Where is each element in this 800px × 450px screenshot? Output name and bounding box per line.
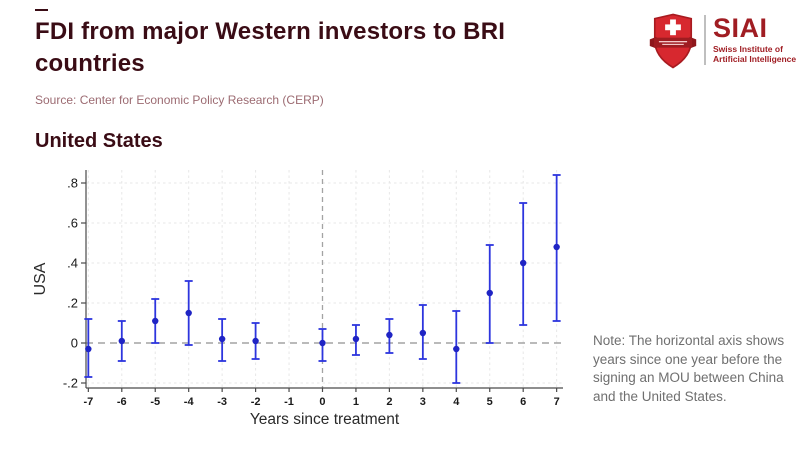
x-tick-label: -6 <box>117 396 127 408</box>
x-axis-title: Years since treatment <box>250 411 400 428</box>
x-tick-label: -1 <box>284 396 294 408</box>
x-tick-label: -7 <box>83 396 93 408</box>
x-tick-label: -3 <box>217 396 227 408</box>
y-tick-label: 0 <box>71 336 78 351</box>
x-tick-label: 5 <box>487 396 493 408</box>
point-marker <box>252 337 259 345</box>
source-caption: Source: Center for Economic Policy Resea… <box>35 93 324 107</box>
x-tick-label: 3 <box>420 396 426 408</box>
y-axis-title: USA <box>32 262 49 295</box>
y-tick-label: .8 <box>67 176 78 191</box>
siai-logo: SIAI Swiss Institute of Artificial Intel… <box>648 12 796 70</box>
chart-container: -.2 0 .2 .4 .6 .8 -7 -6 -5 -4 -3 -2 -1 0 1 2 3 4 5 6 7 Years … <box>0 160 585 440</box>
point-marker <box>152 317 159 325</box>
point-marker <box>85 345 92 353</box>
chart-note: Note: The horizontal axis shows years si… <box>593 333 785 404</box>
chart-subtitle: United States <box>35 130 163 152</box>
swiss-shield-icon <box>649 13 697 69</box>
x-tick-label: 0 <box>319 396 325 408</box>
point-marker <box>352 335 360 343</box>
x-tick-label: 4 <box>453 396 460 408</box>
point-marker <box>519 259 527 267</box>
y-tick-label: .2 <box>67 296 78 311</box>
point-marker <box>486 289 493 297</box>
x-tick-label: -4 <box>184 396 195 408</box>
logo-acronym: SIAI <box>713 13 768 43</box>
x-tick-label: -2 <box>251 396 261 408</box>
point-marker <box>453 345 460 353</box>
point-marker <box>185 309 192 317</box>
point-marker <box>419 329 427 337</box>
logo-text-block: SIAI Swiss Institute of Artificial Intel… <box>713 12 796 64</box>
y-tick-label: .6 <box>67 216 78 231</box>
x-tick-label: 1 <box>353 396 359 408</box>
event-study-chart: -.2 0 .2 .4 .6 .8 -7 -6 -5 -4 -3 -2 -1 0 1 2 3 4 5 6 7 Years … <box>32 170 563 428</box>
x-tick-label: 7 <box>554 396 560 408</box>
y-tick-label: -.2 <box>63 376 78 391</box>
page-title: FDI from major Western investors to BRI … <box>35 18 506 77</box>
title-accent-dash <box>35 9 48 11</box>
y-tick-label: .4 <box>67 256 78 271</box>
point-marker <box>218 335 226 343</box>
point-marker <box>319 339 326 347</box>
point-marker <box>386 331 393 339</box>
x-tick-label: 6 <box>520 396 526 408</box>
point-marker <box>118 337 125 345</box>
logo-subtitle: Swiss Institute of Artificial Intelligen… <box>713 44 797 65</box>
logo-divider <box>704 15 706 65</box>
point-marker <box>553 243 560 251</box>
x-tick-label: 2 <box>386 396 392 408</box>
x-tick-label: -5 <box>150 396 160 408</box>
